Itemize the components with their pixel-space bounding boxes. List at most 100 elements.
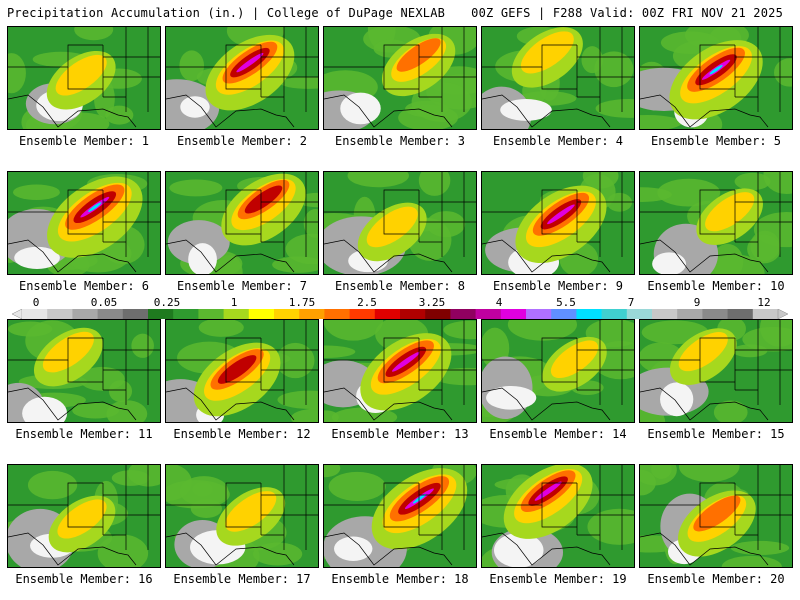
precip-patch bbox=[657, 178, 721, 207]
precip-core bbox=[693, 495, 741, 532]
precip-core bbox=[244, 185, 283, 214]
precip-patch bbox=[507, 320, 578, 341]
precip-band bbox=[678, 332, 728, 372]
precip-patch bbox=[179, 476, 229, 506]
ensemble-map-11 bbox=[7, 319, 161, 423]
ensemble-member-label: Ensemble Member: 12 bbox=[173, 427, 311, 441]
precip-band bbox=[520, 31, 574, 74]
precip-max bbox=[391, 351, 420, 372]
state-borders bbox=[324, 465, 476, 566]
colorbar-swatch bbox=[400, 309, 426, 319]
ensemble-member-label: Ensemble Member: 9 bbox=[492, 279, 624, 293]
precip-band bbox=[57, 499, 107, 539]
state-borders bbox=[640, 320, 792, 421]
colorbar-swatch bbox=[374, 309, 401, 319]
colorbar-right-arrow bbox=[777, 309, 788, 319]
colorbar-swatch bbox=[601, 309, 628, 319]
precip-map-graphic bbox=[8, 320, 160, 422]
precip-patch bbox=[443, 320, 476, 340]
state-borders bbox=[482, 27, 634, 128]
colorbar-swatch bbox=[500, 309, 527, 319]
precip-map-graphic bbox=[166, 27, 318, 129]
precip-map-graphic bbox=[8, 465, 160, 567]
precip-patch bbox=[774, 58, 792, 87]
ensemble-map-10 bbox=[639, 171, 793, 275]
precip-patch bbox=[347, 172, 409, 188]
precip-patch bbox=[27, 470, 78, 500]
state-borders bbox=[640, 27, 792, 128]
precip-map-graphic bbox=[482, 27, 634, 129]
precip-map-graphic bbox=[166, 172, 318, 274]
ensemble-member-label: Ensemble Member: 1 bbox=[18, 134, 150, 148]
colorbar-swatch bbox=[47, 309, 73, 319]
colorbar-swatch bbox=[727, 309, 754, 319]
precip-patch bbox=[106, 400, 148, 422]
state-borders bbox=[166, 27, 318, 128]
ensemble-member-label: Ensemble Member: 10 bbox=[647, 279, 785, 293]
precip-patch bbox=[640, 114, 682, 129]
precip-patch bbox=[660, 31, 720, 54]
precip-patch bbox=[763, 172, 792, 195]
state-borders bbox=[8, 27, 160, 128]
ensemble-member-label: Ensemble Member: 8 bbox=[334, 279, 466, 293]
ensemble-member-label: Ensemble Member: 3 bbox=[334, 134, 466, 148]
state-borders bbox=[482, 465, 634, 566]
colorbar-swatch bbox=[475, 309, 502, 319]
precip-max bbox=[88, 202, 102, 212]
colorbar-swatch bbox=[299, 309, 325, 319]
valid-time-label: 00Z GEFS | F288 Valid: 00Z FRI NOV 21 20… bbox=[471, 6, 783, 20]
precip-patch bbox=[594, 51, 634, 88]
precip-band bbox=[55, 54, 107, 96]
dry-area bbox=[486, 385, 537, 410]
dry-area bbox=[22, 396, 68, 422]
ensemble-map-18 bbox=[323, 464, 477, 568]
precip-patch bbox=[74, 27, 114, 41]
ensemble-map-1 bbox=[7, 26, 161, 130]
colorbar-swatch bbox=[652, 309, 678, 319]
state-borders bbox=[8, 172, 160, 273]
state-borders bbox=[482, 172, 634, 273]
ensemble-member-label: Ensemble Member: 18 bbox=[331, 572, 469, 586]
state-borders bbox=[166, 465, 318, 566]
precip-patch bbox=[426, 211, 466, 238]
state-borders bbox=[166, 320, 318, 421]
precip-patch bbox=[640, 187, 672, 202]
precip-map-graphic bbox=[8, 27, 160, 129]
colorbar-swatch bbox=[122, 309, 149, 319]
page-title: Precipitation Accumulation (in.) | Colle… bbox=[7, 6, 446, 20]
precip-patch bbox=[280, 76, 318, 89]
colorbar-swatch bbox=[198, 309, 225, 319]
ensemble-member-label: Ensemble Member: 6 bbox=[18, 279, 150, 293]
colorbar-tick-label: 1.75 bbox=[288, 296, 316, 309]
colorbar-swatch bbox=[223, 309, 250, 319]
ensemble-member-label: Ensemble Member: 20 bbox=[647, 572, 785, 586]
precip-map-graphic bbox=[324, 27, 476, 129]
ensemble-map-8 bbox=[323, 171, 477, 275]
precip-max bbox=[709, 65, 723, 75]
precip-max bbox=[534, 481, 562, 501]
ensemble-member-label: Ensemble Member: 19 bbox=[489, 572, 627, 586]
colorbar-swatch bbox=[72, 309, 99, 319]
dry-area bbox=[14, 246, 60, 270]
precip-patch bbox=[587, 508, 634, 545]
precip-patch bbox=[8, 53, 26, 94]
colorbar-tick-label: 9 bbox=[693, 296, 701, 309]
precip-patch bbox=[285, 233, 318, 265]
ensemble-member-label: Ensemble Member: 2 bbox=[176, 134, 308, 148]
state-borders bbox=[8, 465, 160, 566]
precip-core bbox=[396, 38, 441, 72]
state-borders bbox=[8, 320, 160, 421]
precip-patch bbox=[711, 243, 744, 274]
precip-max bbox=[412, 494, 427, 504]
colorbar-tick-label: 12 bbox=[757, 296, 771, 309]
precip-patch bbox=[276, 342, 315, 379]
precip-patch bbox=[324, 320, 384, 341]
dry-area bbox=[652, 252, 687, 274]
precip-patch bbox=[324, 465, 341, 478]
ensemble-map-14 bbox=[481, 319, 635, 423]
precip-patch bbox=[127, 465, 160, 487]
precip-map-graphic bbox=[482, 320, 634, 422]
dry-area bbox=[494, 532, 544, 567]
ensemble-map-3 bbox=[323, 26, 477, 130]
ensemble-map-4 bbox=[481, 26, 635, 130]
